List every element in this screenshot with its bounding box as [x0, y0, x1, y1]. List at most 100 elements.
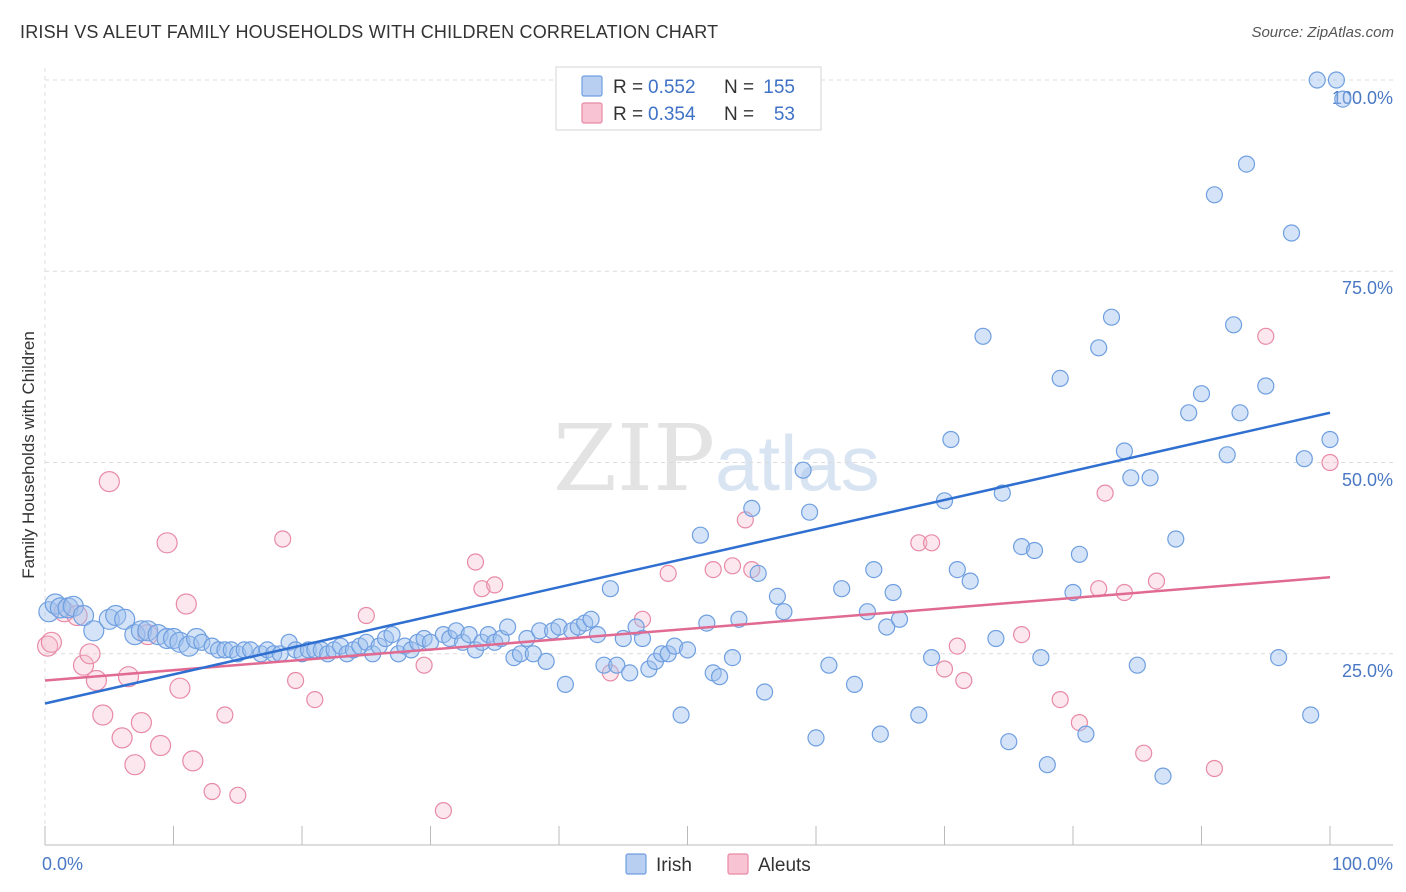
- irish-point-148: [1237, 155, 1256, 173]
- y-tick-label-75: 75.0%: [1342, 278, 1393, 298]
- irish-point-100: [749, 564, 767, 583]
- y-tick-label-50: 50.0%: [1342, 470, 1393, 490]
- irish-series-points: [38, 71, 1352, 785]
- irish-point-79: [595, 656, 613, 674]
- aleuts-series-points: [36, 327, 1339, 820]
- aleuts-point-4: [72, 654, 95, 676]
- bottom-legend-label-irish: Irish: [656, 855, 692, 876]
- irish-point-124: [993, 484, 1011, 502]
- aleuts-point-33: [659, 564, 677, 583]
- irish-point-127: [1025, 541, 1044, 560]
- irish-point-80: [601, 580, 620, 598]
- legend-r-label-irish: R =: [613, 77, 643, 98]
- irish-point-117: [922, 648, 941, 667]
- irish-point-9: [114, 608, 136, 630]
- legend-r-value-irish: 0.552: [648, 77, 696, 98]
- aleuts-point-22: [274, 530, 292, 548]
- irish-point-151: [1282, 224, 1301, 242]
- aleuts-point-34: [704, 560, 722, 579]
- legend-n-value-aleuts: 53: [774, 104, 795, 125]
- aleuts-point-18: [182, 750, 204, 772]
- irish-point-108: [833, 580, 851, 598]
- legend-r-value-aleuts: 0.354: [648, 104, 696, 125]
- aleuts-point-35: [723, 557, 742, 575]
- irish-point-68: [524, 645, 542, 663]
- legend-swatch-aleuts: [581, 102, 603, 124]
- aleuts-point-25: [357, 606, 375, 625]
- aleuts-point-39: [922, 534, 941, 552]
- aleuts-point-20: [216, 706, 234, 724]
- irish-point-92: [678, 641, 697, 659]
- irish-point-156: [1327, 71, 1346, 89]
- aleuts-point-0: [36, 635, 59, 657]
- irish-point-115: [890, 610, 909, 628]
- aleuts-point-6: [85, 669, 108, 692]
- irish-point-110: [858, 603, 877, 621]
- irish-point-140: [1154, 767, 1172, 785]
- irish-point-104: [794, 461, 812, 479]
- aleuts-point-12: [130, 711, 152, 734]
- irish-point-123: [987, 629, 1005, 648]
- irish-point-10: [124, 623, 146, 646]
- irish-point-119: [942, 430, 960, 449]
- irish-point-66: [511, 645, 530, 663]
- aleuts-point-27: [434, 801, 452, 820]
- irish-point-7: [98, 608, 120, 630]
- aleuts-point-1: [40, 631, 63, 653]
- irish-point-22: [216, 641, 234, 659]
- irish-point-102: [768, 587, 787, 606]
- irish-point-107: [820, 656, 838, 674]
- irish-point-73: [556, 675, 575, 694]
- irish-point-136: [1115, 442, 1134, 460]
- irish-point-64: [499, 618, 517, 636]
- correlation-legend: R = 0.552 N = 155 R = 0.354 N = 53: [555, 66, 822, 131]
- x-tick-label-100: 100.0%: [1332, 854, 1393, 874]
- irish-point-112: [871, 725, 889, 743]
- irish-point-15: [162, 627, 185, 650]
- aleuts-point-52: [1257, 327, 1275, 345]
- aleuts-point-26: [415, 656, 433, 674]
- irish-point-99: [743, 499, 761, 517]
- irish-point-81: [608, 656, 626, 674]
- aleuts-point-49: [1135, 744, 1153, 762]
- irish-point-96: [710, 668, 729, 686]
- aleuts-point-10: [117, 666, 140, 688]
- irish-point-21: [209, 641, 228, 659]
- irish-point-128: [1032, 648, 1050, 667]
- irish-point-69: [531, 622, 549, 640]
- irish-point-109: [845, 675, 864, 694]
- aleuts-point-50: [1147, 572, 1166, 590]
- aleuts-point-14: [150, 734, 172, 757]
- irish-point-111: [865, 560, 883, 579]
- irish-point-153: [1302, 706, 1320, 724]
- aleuts-point-38: [910, 534, 928, 552]
- aleuts-point-29: [473, 580, 491, 598]
- y-axis-title: Family Households with Children: [19, 331, 38, 579]
- irish-point-5: [72, 604, 95, 627]
- aleuts-point-8: [98, 471, 120, 493]
- irish-point-133: [1077, 725, 1095, 743]
- irish-point-134: [1090, 339, 1108, 357]
- irish-point-14: [156, 627, 178, 650]
- legend-swatch-irish: [581, 75, 603, 97]
- irish-point-132: [1070, 545, 1089, 563]
- aleuts-point-11: [124, 754, 146, 776]
- irish-point-135: [1102, 308, 1121, 326]
- irish-point-106: [807, 729, 825, 747]
- irish-point-138: [1128, 656, 1146, 674]
- irish-point-142: [1180, 404, 1198, 422]
- aleuts-point-16: [169, 677, 191, 699]
- irish-point-116: [910, 706, 928, 724]
- irish-point-141: [1167, 530, 1185, 548]
- y-tick-label-25: 25.0%: [1342, 661, 1393, 681]
- aleuts-point-28: [466, 553, 485, 571]
- irish-point-70: [537, 652, 555, 671]
- irish-point-149: [1257, 377, 1275, 395]
- aleuts-point-21: [229, 786, 247, 804]
- irish-point-154: [1308, 71, 1326, 89]
- irish-point-146: [1224, 316, 1243, 334]
- legend-n-label-irish: N =: [724, 77, 754, 98]
- aleuts-point-17: [175, 593, 197, 615]
- irish-point-93: [691, 526, 710, 544]
